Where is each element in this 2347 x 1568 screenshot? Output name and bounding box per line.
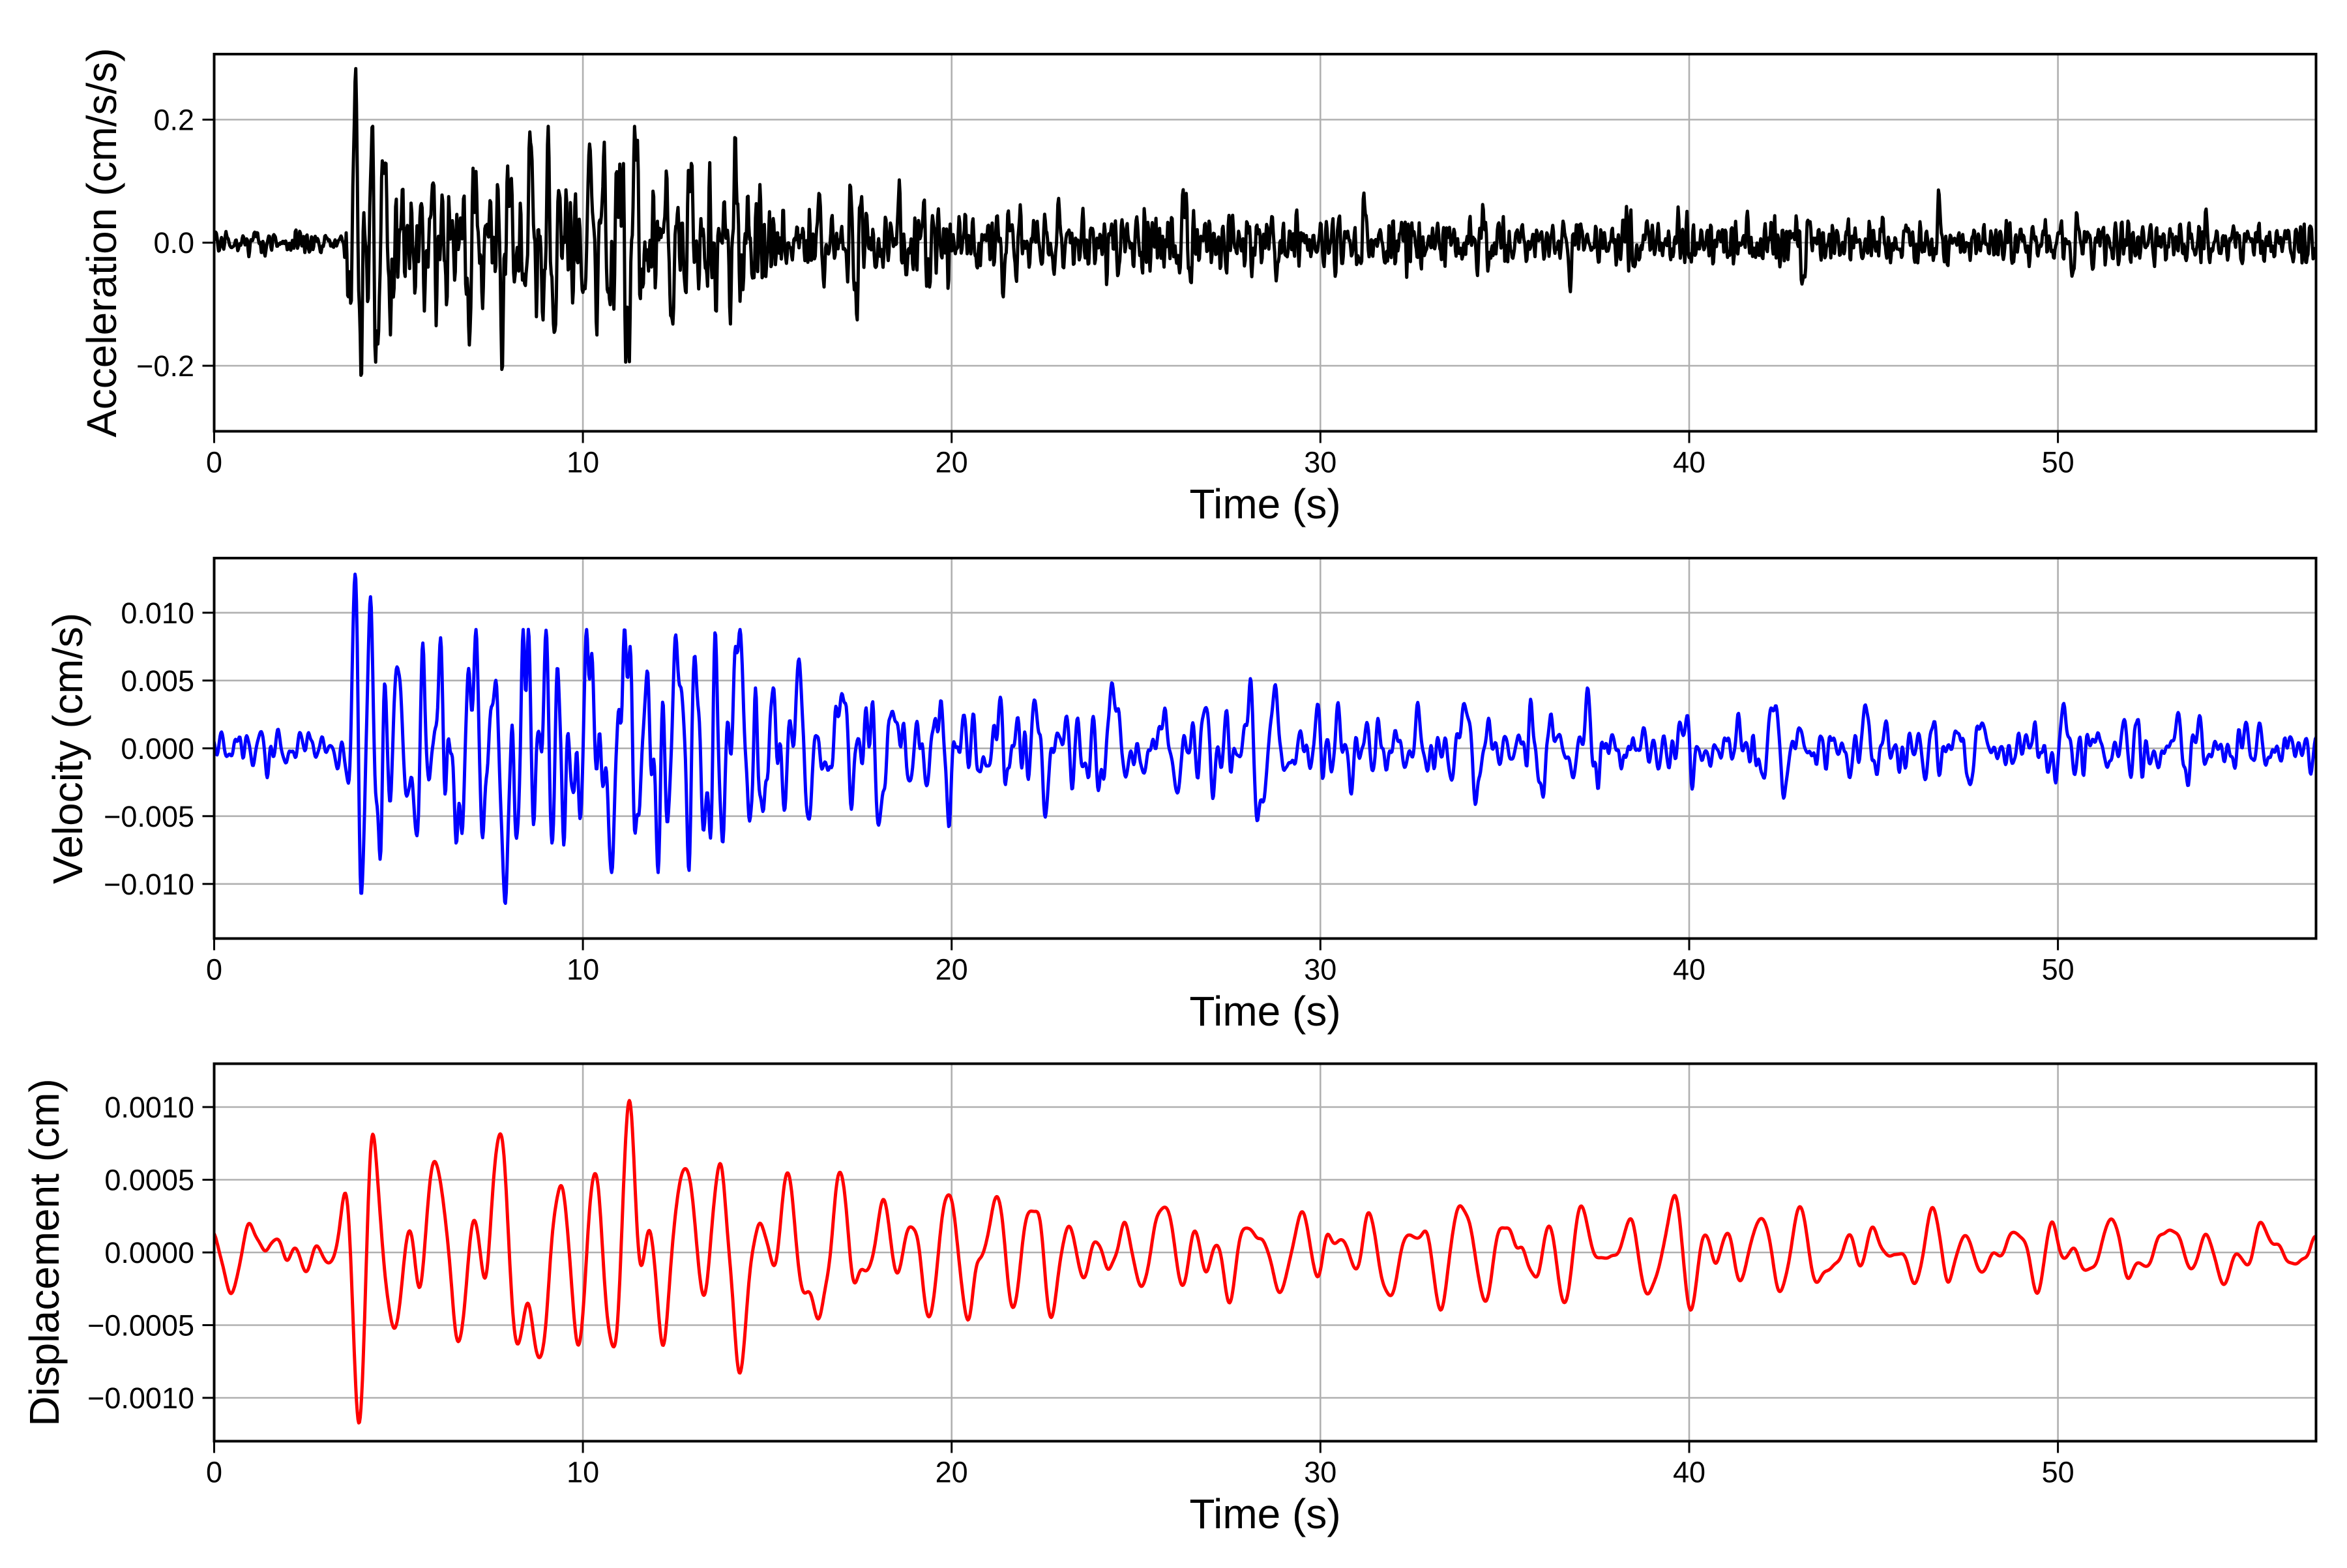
svg-text:−0.2: −0.2 xyxy=(136,349,194,383)
svg-text:0: 0 xyxy=(206,953,222,986)
svg-text:10: 10 xyxy=(567,446,599,479)
svg-text:40: 40 xyxy=(1673,953,1705,986)
svg-text:50: 50 xyxy=(2042,953,2074,986)
svg-text:Time (s): Time (s) xyxy=(1189,481,1340,527)
svg-text:−0.0010: −0.0010 xyxy=(87,1382,194,1415)
svg-text:Time (s): Time (s) xyxy=(1189,988,1340,1035)
svg-text:0.0: 0.0 xyxy=(153,226,194,259)
svg-text:30: 30 xyxy=(1304,1456,1336,1489)
svg-text:40: 40 xyxy=(1673,1456,1705,1489)
svg-text:40: 40 xyxy=(1673,446,1705,479)
svg-text:Velocity (cm/s): Velocity (cm/s) xyxy=(44,613,91,884)
svg-text:0.0000: 0.0000 xyxy=(104,1236,194,1269)
svg-text:0.0005: 0.0005 xyxy=(104,1164,194,1197)
svg-text:Acceleration (cm/s/s): Acceleration (cm/s/s) xyxy=(78,48,125,437)
svg-text:0.0010: 0.0010 xyxy=(104,1091,194,1124)
svg-text:0.005: 0.005 xyxy=(121,664,194,698)
svg-text:Time (s): Time (s) xyxy=(1189,1490,1340,1537)
svg-text:10: 10 xyxy=(567,953,599,986)
svg-text:20: 20 xyxy=(936,1456,968,1489)
svg-text:0.2: 0.2 xyxy=(153,104,194,137)
svg-text:−0.005: −0.005 xyxy=(104,800,194,833)
svg-text:−0.0005: −0.0005 xyxy=(87,1309,194,1342)
svg-text:30: 30 xyxy=(1304,953,1336,986)
svg-text:50: 50 xyxy=(2042,1456,2074,1489)
svg-text:50: 50 xyxy=(2042,446,2074,479)
svg-text:0: 0 xyxy=(206,1456,222,1489)
svg-text:30: 30 xyxy=(1304,446,1336,479)
svg-text:0: 0 xyxy=(206,446,222,479)
svg-text:Displacement (cm): Displacement (cm) xyxy=(21,1078,68,1426)
svg-text:−0.010: −0.010 xyxy=(104,868,194,901)
svg-text:0.010: 0.010 xyxy=(121,597,194,630)
svg-text:0.000: 0.000 xyxy=(121,732,194,765)
svg-text:20: 20 xyxy=(936,446,968,479)
svg-text:20: 20 xyxy=(936,953,968,986)
svg-text:10: 10 xyxy=(567,1456,599,1489)
